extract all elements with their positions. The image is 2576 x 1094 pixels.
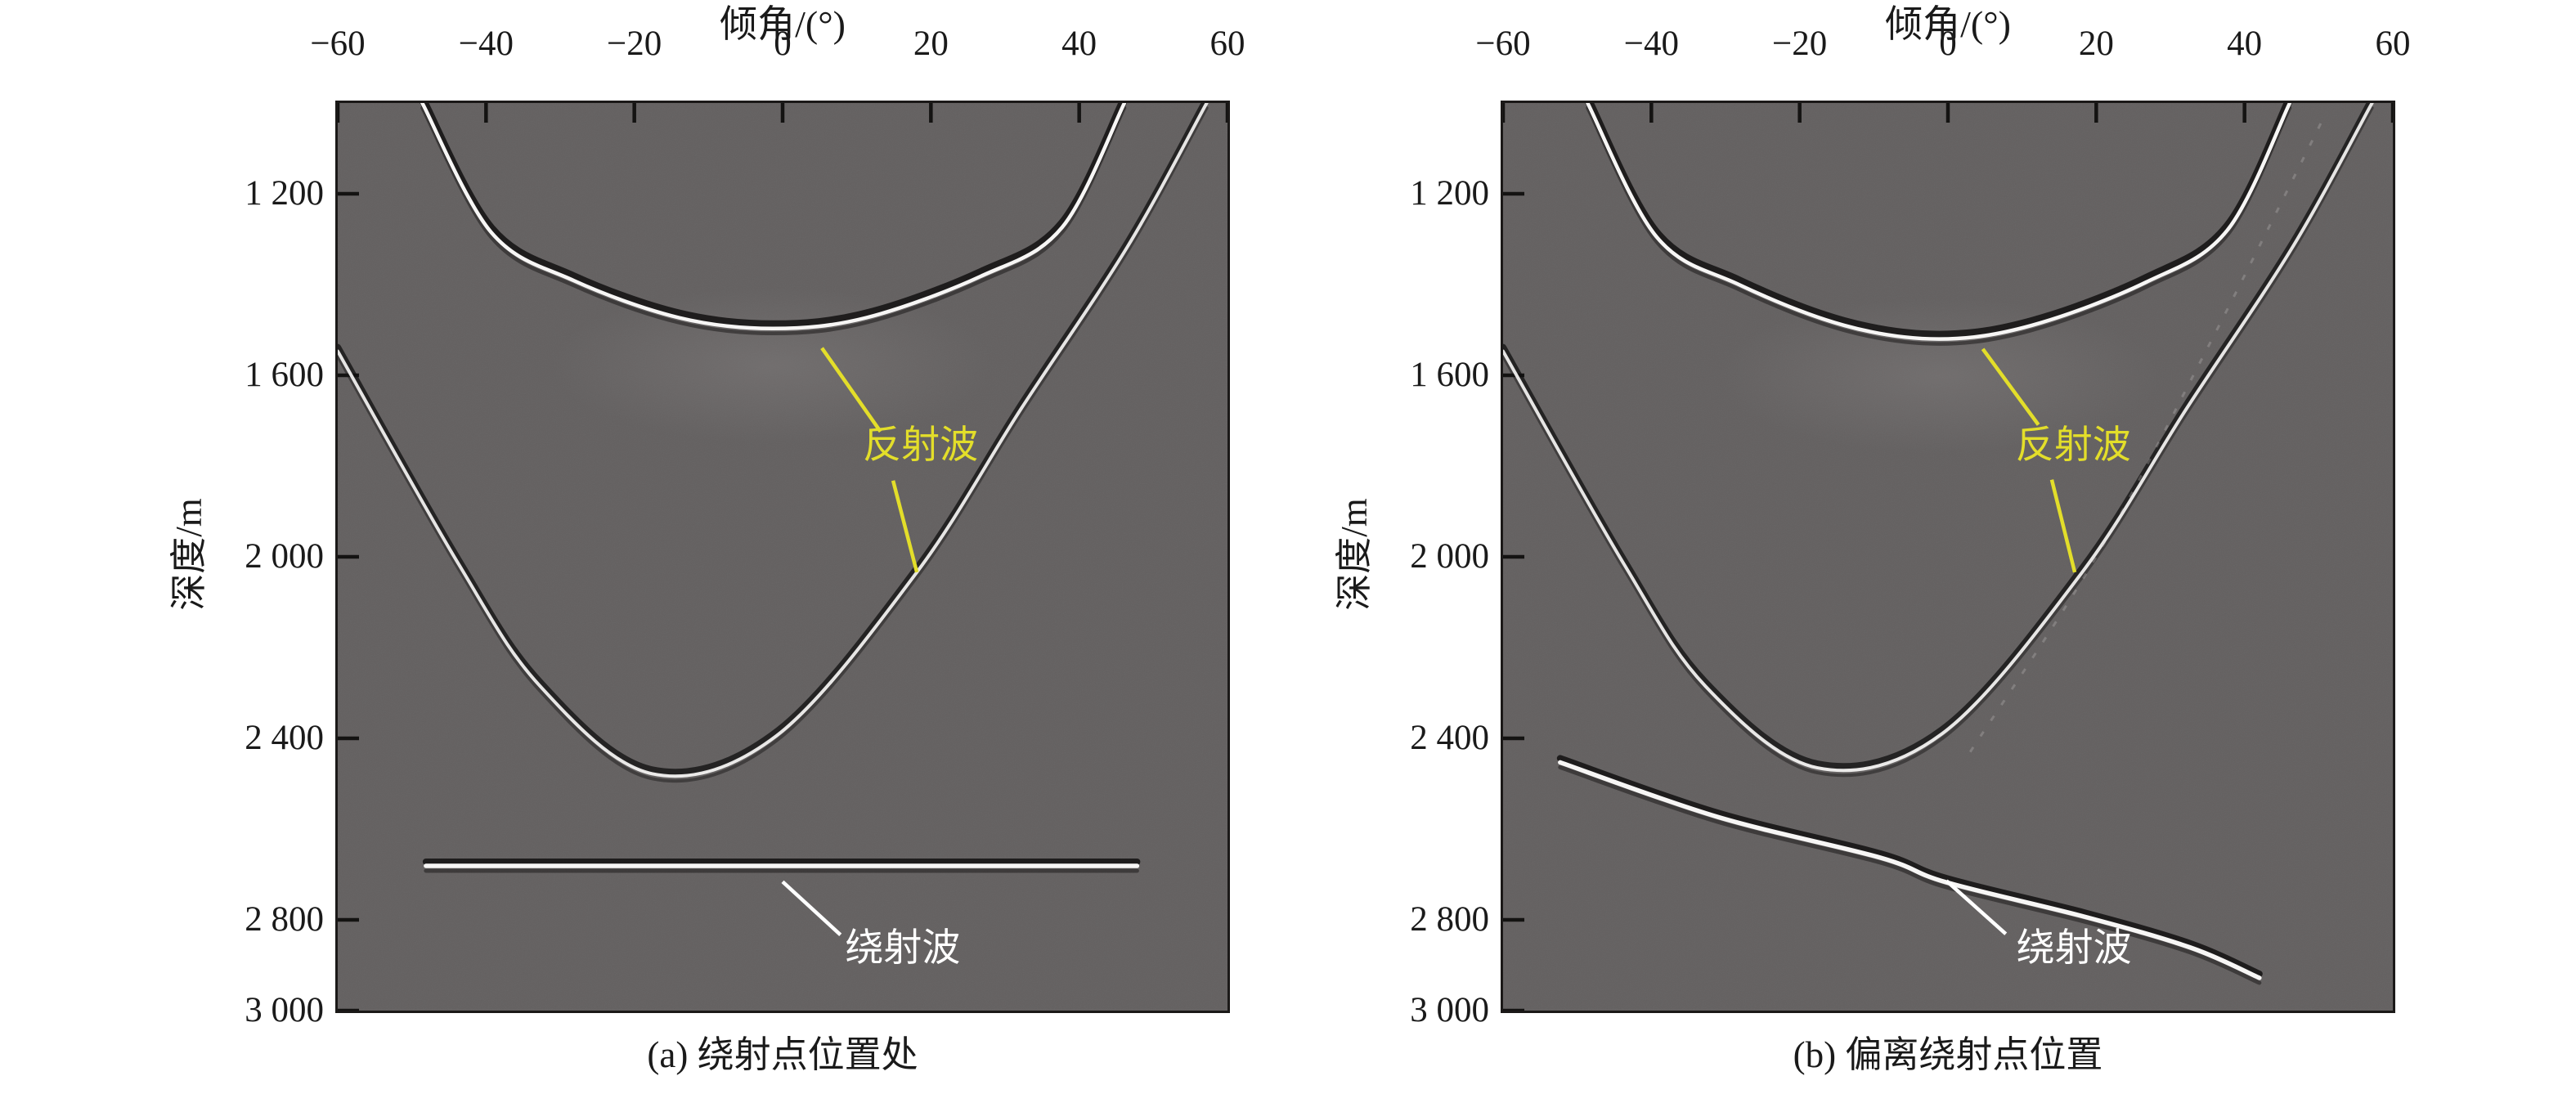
y-tick-label: 2 400 (245, 719, 324, 757)
x-tick-label: −60 (310, 25, 366, 63)
diffraction-leader-line (1945, 879, 2008, 935)
event-reflection_deep (1503, 103, 2374, 778)
y-tick-label: 1 600 (1410, 356, 1489, 394)
reflection-leader-line (1981, 347, 2040, 426)
event-migration_ghost (1968, 111, 2327, 753)
x-tick-label: 20 (2078, 25, 2114, 63)
event-reflection_shallow (420, 103, 1128, 336)
reflection-leader-line (820, 347, 882, 433)
x-tick-label: 0 (774, 25, 792, 63)
y-tick-label: 2 800 (245, 900, 324, 939)
x-tick-label: −20 (607, 25, 662, 63)
seismic-plot-b: 反射波 绕射波 (1501, 101, 2395, 1013)
y-tick-label: 3 000 (245, 991, 324, 1029)
y-axis-title-a: 深度/m (168, 498, 209, 611)
x-tick-label: −40 (1623, 25, 1679, 63)
reflection-label: 反射波 (863, 424, 978, 467)
caption-a: (a) 绕射点位置处 (647, 1034, 918, 1075)
diffraction-label: 绕射波 (2017, 927, 2132, 970)
annotation-reflection: 反射波 (820, 347, 978, 573)
y-axis-title-b: 深度/m (1334, 498, 1375, 611)
y-tick-label: 1 200 (1410, 174, 1489, 213)
noise-texture (1503, 103, 2393, 1011)
x-tick-label: 40 (1061, 25, 1097, 63)
x-tick-label: 20 (913, 25, 949, 63)
seismic-plot-a: 反射波绕射波 (335, 101, 1230, 1013)
y-tick-label: 1 600 (245, 356, 324, 394)
event-reflection_shallow (1585, 103, 2293, 346)
y-tick-label: 2 000 (1410, 537, 1489, 576)
x-tick-label: 60 (1209, 25, 1245, 63)
event-diffraction_flat (422, 858, 1141, 873)
annotation-diffraction: 绕射波 (781, 880, 960, 970)
x-tick-label: −60 (1475, 25, 1531, 63)
diffraction-leader-line (781, 880, 842, 936)
x-tick-label: 40 (2227, 25, 2263, 63)
y-tick-label: 2 000 (245, 537, 324, 576)
diffraction-label: 绕射波 (845, 927, 960, 970)
event-diffraction_sloping (1556, 755, 2263, 985)
apex-glow (552, 287, 994, 443)
x-tick-label: 60 (2375, 25, 2411, 63)
y-tick-label: 3 000 (1410, 991, 1489, 1029)
apex-glow (1718, 298, 2161, 454)
x-tick-label: 0 (1939, 25, 1957, 63)
x-tick-label: −40 (458, 25, 514, 63)
annotation-reflection: 反射波 (1981, 347, 2131, 573)
noise-texture (338, 103, 1227, 1011)
annotation-diffraction: 绕射波 (1945, 879, 2132, 970)
event-reflection_deep (338, 103, 1209, 783)
x-tick-label: −20 (1772, 25, 1828, 63)
y-tick-label: 2 800 (1410, 900, 1489, 939)
x-axis-title-a: 倾角/(°) (720, 3, 846, 45)
y-tick-label: 1 200 (245, 174, 324, 213)
reflection-label: 反射波 (2016, 424, 2131, 467)
reflection-leader-line (891, 480, 919, 573)
tick-marks (1503, 103, 2393, 1011)
x-axis-title-b: 倾角/(°) (1885, 3, 2011, 45)
reflection-leader-line (2049, 479, 2077, 573)
caption-b: (b) 偏离绕射点位置 (1793, 1034, 2103, 1075)
y-tick-label: 2 400 (1410, 719, 1489, 757)
